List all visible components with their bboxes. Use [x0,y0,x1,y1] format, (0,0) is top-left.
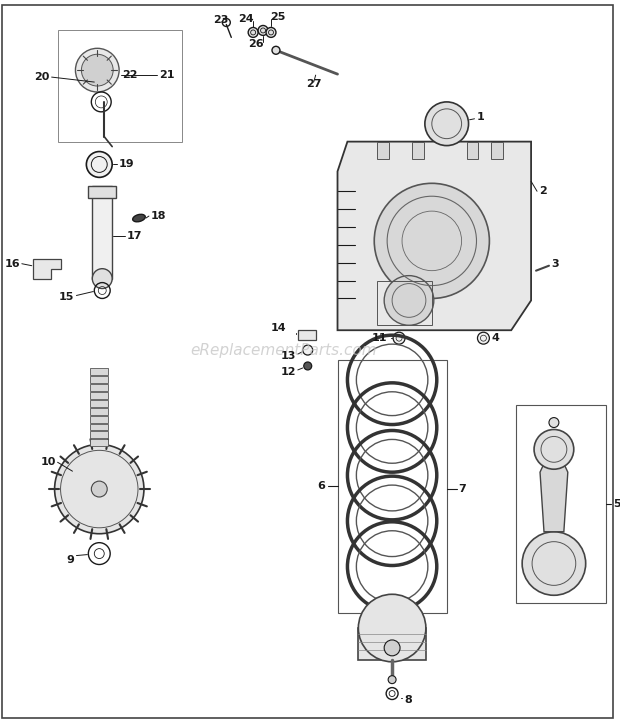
Polygon shape [33,259,61,278]
Text: 20: 20 [34,72,50,82]
Bar [516,405,606,603]
Circle shape [358,594,426,662]
Bar [91,432,108,438]
Bar [91,416,108,422]
Text: 13: 13 [280,351,296,361]
Text: 7: 7 [459,484,466,494]
Text: 1: 1 [477,112,484,121]
Bar [377,142,389,160]
Polygon shape [337,142,531,330]
Text: 22: 22 [122,70,138,80]
Text: 21: 21 [159,70,174,80]
Text: 15: 15 [59,293,74,302]
Text: 25: 25 [270,12,286,22]
Bar [91,440,108,446]
Text: 5: 5 [613,499,620,509]
Text: 27: 27 [306,79,321,89]
Bar [91,368,108,375]
Circle shape [92,269,112,288]
Text: eReplacementParts.com: eReplacementParts.com [190,343,376,358]
Bar [91,392,108,398]
Circle shape [76,48,119,92]
Circle shape [477,332,489,344]
Bar [358,628,426,660]
Bar [412,142,424,160]
Text: 24: 24 [238,14,254,24]
Text: 23: 23 [213,14,228,25]
Circle shape [425,102,469,145]
Circle shape [388,676,396,684]
Text: 10: 10 [40,457,56,467]
Ellipse shape [133,214,145,222]
Text: 3: 3 [551,259,559,269]
Circle shape [248,27,258,38]
Text: 12: 12 [280,367,296,377]
Circle shape [91,481,107,497]
Bar [377,281,432,325]
Bar [298,330,316,340]
Text: 14: 14 [270,323,286,333]
Circle shape [55,445,144,534]
Bar [88,187,116,198]
Circle shape [81,54,113,86]
Bar [467,142,479,160]
Circle shape [374,184,489,299]
Circle shape [86,152,112,177]
Bar [492,142,503,160]
Bar [91,384,108,391]
Text: 8: 8 [404,695,412,704]
Text: 26: 26 [248,39,264,49]
Text: 17: 17 [127,231,143,241]
Circle shape [393,332,405,344]
Circle shape [384,640,400,656]
Circle shape [522,531,586,595]
Text: 11: 11 [371,333,387,343]
Bar [92,187,112,278]
Bar [58,30,182,142]
Circle shape [272,46,280,54]
Text: 6: 6 [317,481,326,491]
Text: 19: 19 [119,160,135,169]
Bar [91,400,108,406]
Circle shape [266,27,276,38]
Circle shape [549,418,559,427]
Text: 16: 16 [4,259,20,269]
Circle shape [258,25,268,35]
Circle shape [304,362,312,370]
Circle shape [384,275,434,325]
Bar [91,424,108,430]
Circle shape [303,345,312,355]
Text: 9: 9 [66,555,74,565]
Circle shape [534,429,574,469]
Text: 2: 2 [539,187,547,196]
Bar [91,408,108,414]
Bar [337,360,446,613]
Polygon shape [540,459,568,531]
Bar [91,376,108,383]
Text: 4: 4 [492,333,499,343]
Text: 18: 18 [151,211,166,221]
